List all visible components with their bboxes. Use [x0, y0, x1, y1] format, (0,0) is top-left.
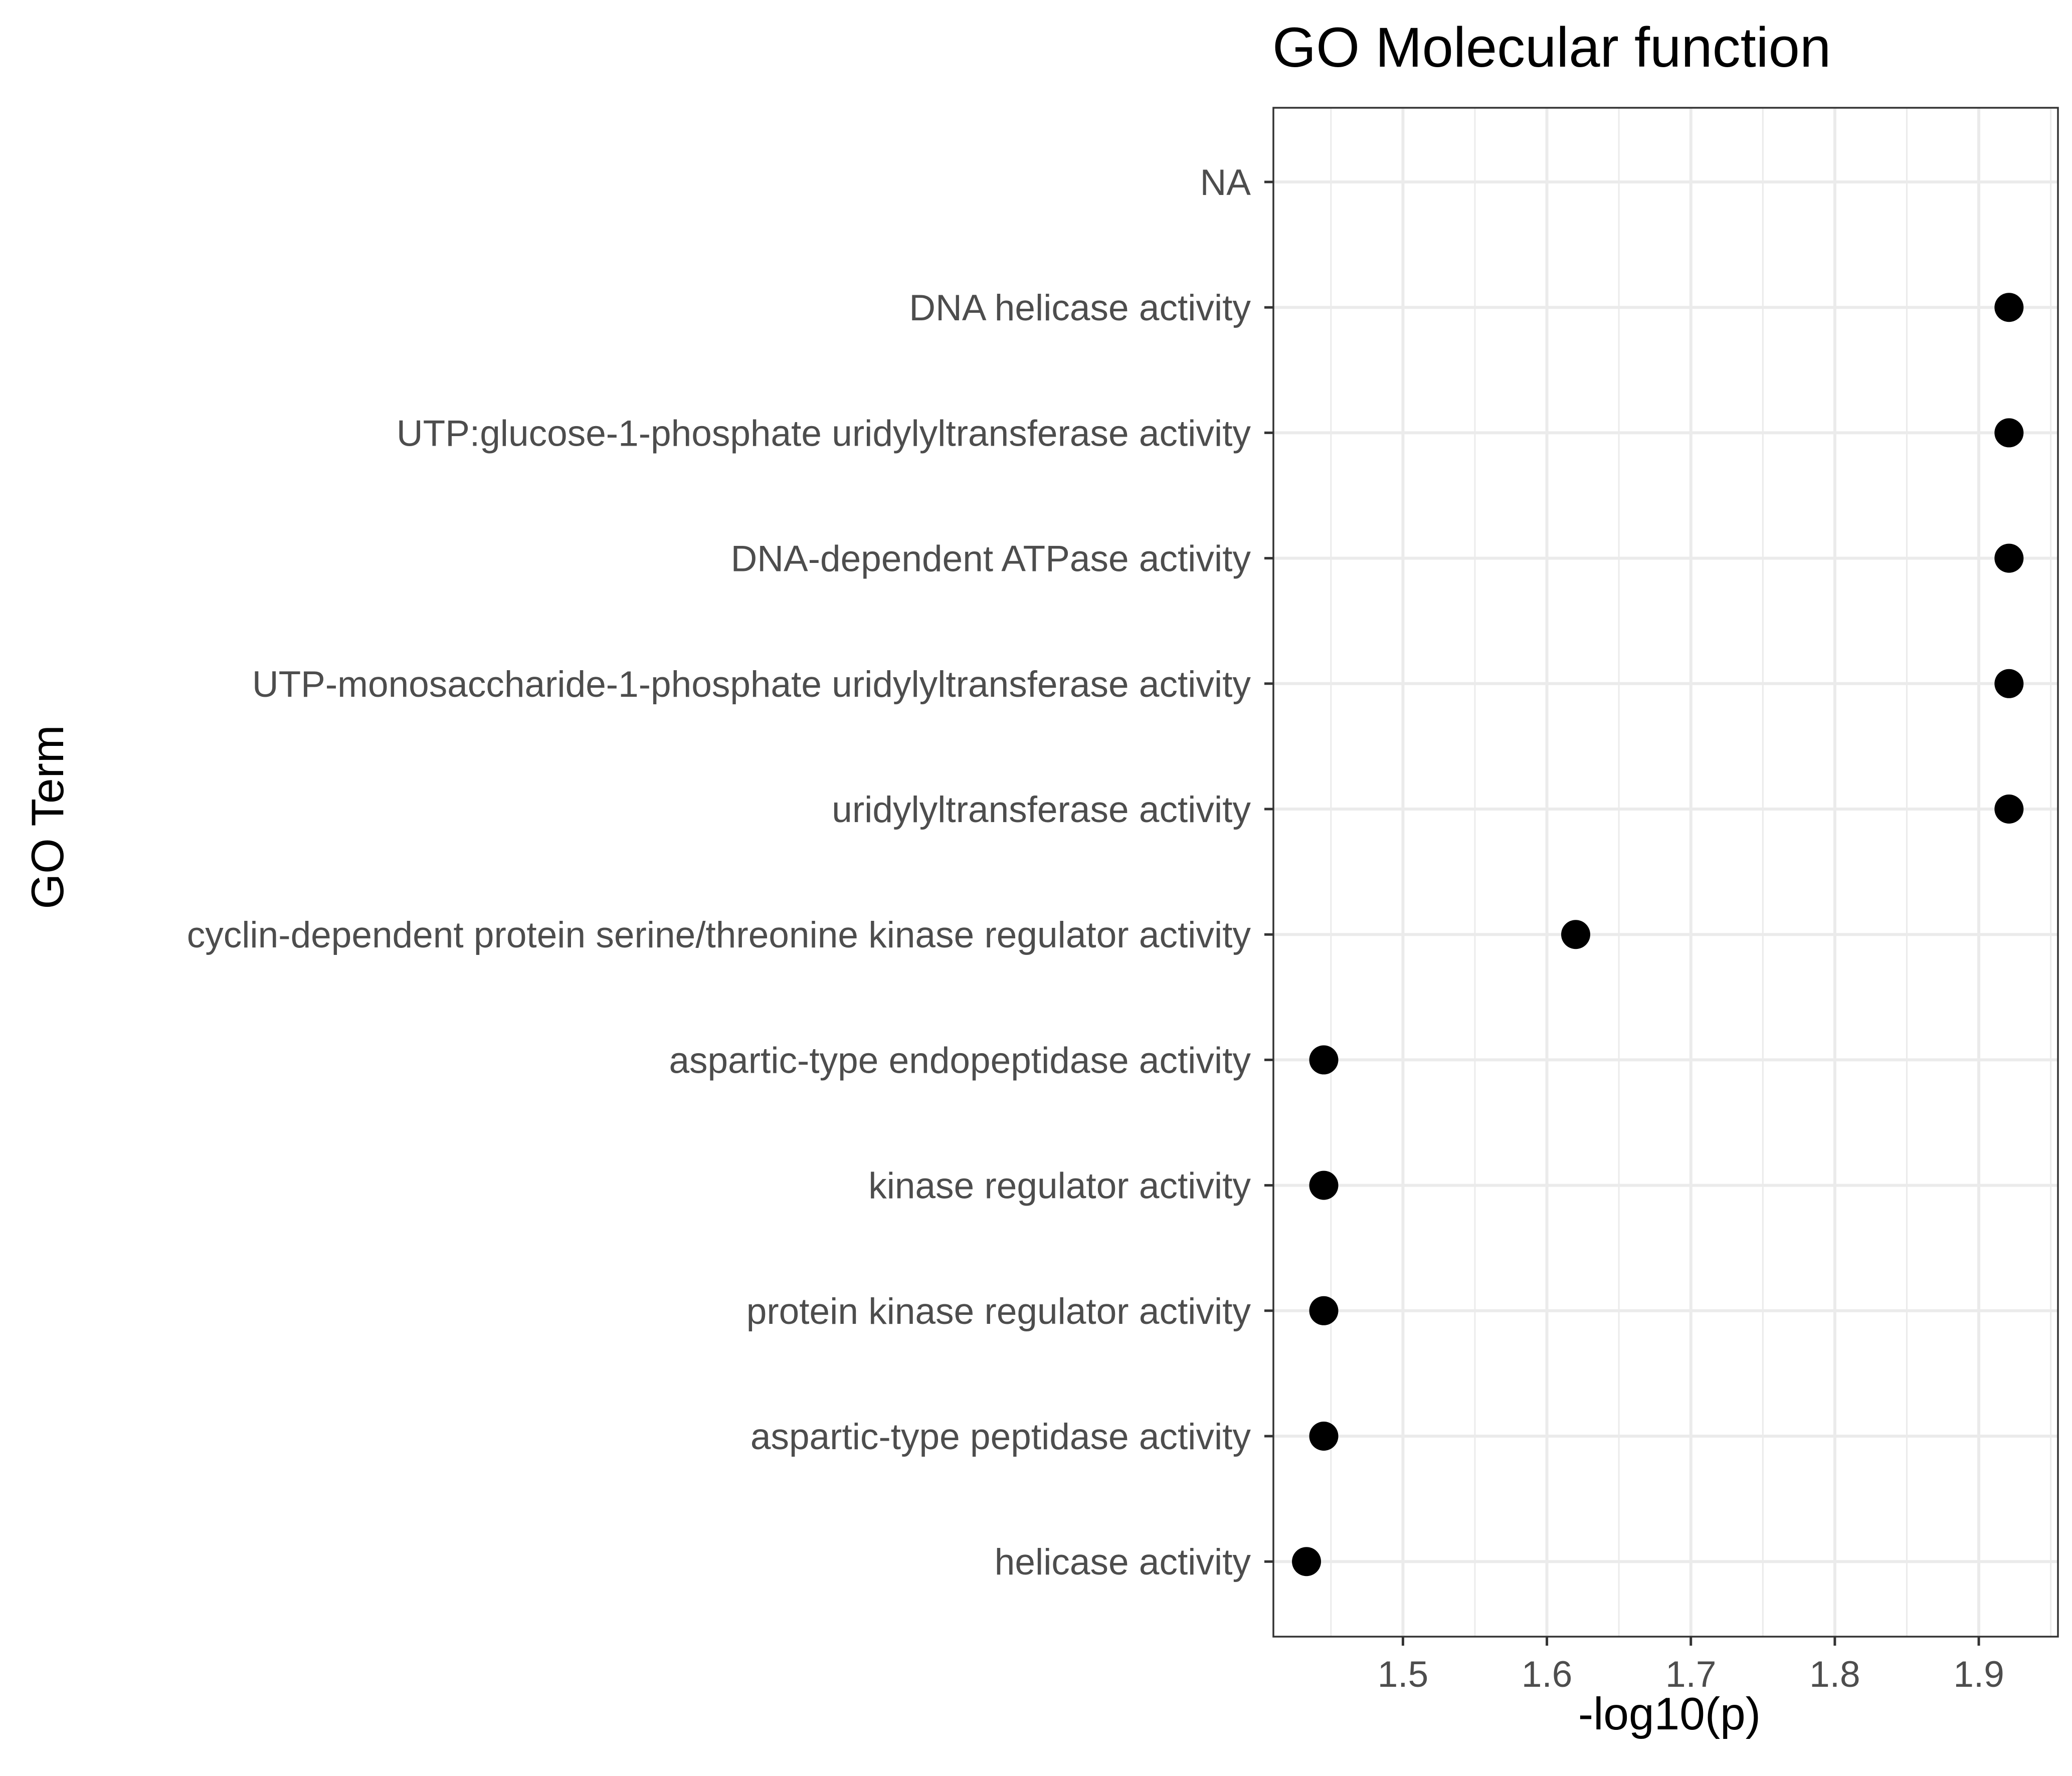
data-point	[1994, 418, 2024, 448]
data-point	[1561, 920, 1591, 949]
plot-panel-border	[1272, 107, 2059, 1638]
y-tick-label: DNA helicase activity	[909, 288, 1251, 328]
grid-lines	[1273, 108, 2058, 1637]
x-axis-title: -log10(p)	[1578, 1689, 1761, 1739]
y-tick-label: UTP-monosaccharide-1-phosphate uridylylt…	[252, 664, 1251, 705]
y-tick-label: kinase regulator activity	[868, 1166, 1251, 1207]
data-point	[1292, 1547, 1322, 1576]
data-point	[1309, 1170, 1339, 1200]
x-tick-labels: 1.5 1.6 1.7 1.8 1.9	[1378, 1654, 2004, 1695]
y-tick-label: aspartic-type peptidase activity	[750, 1417, 1251, 1457]
y-tick-label: protein kinase regulator activity	[746, 1291, 1251, 1332]
axis-ticks	[1264, 180, 1980, 1646]
y-tick-label: aspartic-type endopeptidase activity	[669, 1040, 1251, 1081]
x-tick-label: 1.8	[1809, 1654, 1860, 1695]
data-point	[1309, 1296, 1339, 1325]
y-axis-title: GO Term	[23, 725, 73, 909]
y-tick-labels: NA DNA helicase activity UTP:glucose-1-pho…	[187, 162, 1251, 1583]
y-tick-label: helicase activity	[995, 1542, 1251, 1583]
data-point	[1994, 293, 2024, 322]
data-points	[1292, 293, 2024, 1576]
chart-title: GO Molecular function	[1272, 16, 1831, 79]
data-point	[1994, 795, 2024, 824]
x-tick-label: 1.6	[1522, 1654, 1572, 1695]
y-tick-label: UTP:glucose-1-phosphate uridylyltransfer…	[397, 413, 1251, 454]
y-tick-label: NA	[1200, 162, 1251, 203]
data-point	[1309, 1045, 1339, 1075]
data-point	[1994, 669, 2024, 698]
y-tick-label: uridylyltransferase activity	[832, 790, 1251, 830]
x-tick-label: 1.7	[1665, 1654, 1716, 1695]
y-tick-label: cyclin-dependent protein serine/threonin…	[187, 915, 1251, 955]
data-point	[1309, 1422, 1339, 1451]
data-point	[1994, 543, 2024, 573]
x-tick-label: 1.5	[1378, 1654, 1428, 1695]
y-tick-label: DNA-dependent ATPase activity	[731, 539, 1251, 579]
x-tick-label: 1.9	[1953, 1654, 2004, 1695]
